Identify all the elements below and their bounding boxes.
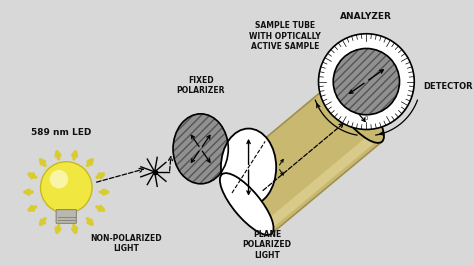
Circle shape bbox=[319, 34, 414, 130]
Ellipse shape bbox=[330, 81, 384, 143]
Text: NON-POLARIZED
LIGHT: NON-POLARIZED LIGHT bbox=[91, 234, 162, 253]
Ellipse shape bbox=[173, 114, 228, 184]
Text: FIXED
POLARIZER: FIXED POLARIZER bbox=[176, 76, 225, 95]
Polygon shape bbox=[222, 82, 382, 234]
Circle shape bbox=[40, 162, 92, 213]
Polygon shape bbox=[263, 131, 380, 231]
Circle shape bbox=[50, 170, 68, 188]
Text: DETECTOR: DETECTOR bbox=[423, 82, 473, 91]
Ellipse shape bbox=[333, 48, 400, 115]
Text: SAMPLE TUBE
WITH OPTICALLY
ACTIVE SAMPLE: SAMPLE TUBE WITH OPTICALLY ACTIVE SAMPLE bbox=[249, 22, 321, 51]
Text: PLANE
POLARIZED
LIGHT: PLANE POLARIZED LIGHT bbox=[243, 230, 292, 260]
Text: 589 nm LED: 589 nm LED bbox=[31, 128, 92, 137]
FancyBboxPatch shape bbox=[56, 210, 76, 223]
Text: 0: 0 bbox=[365, 116, 368, 121]
Ellipse shape bbox=[221, 128, 276, 206]
Ellipse shape bbox=[220, 173, 273, 235]
Text: ANALYZER: ANALYZER bbox=[340, 12, 392, 21]
